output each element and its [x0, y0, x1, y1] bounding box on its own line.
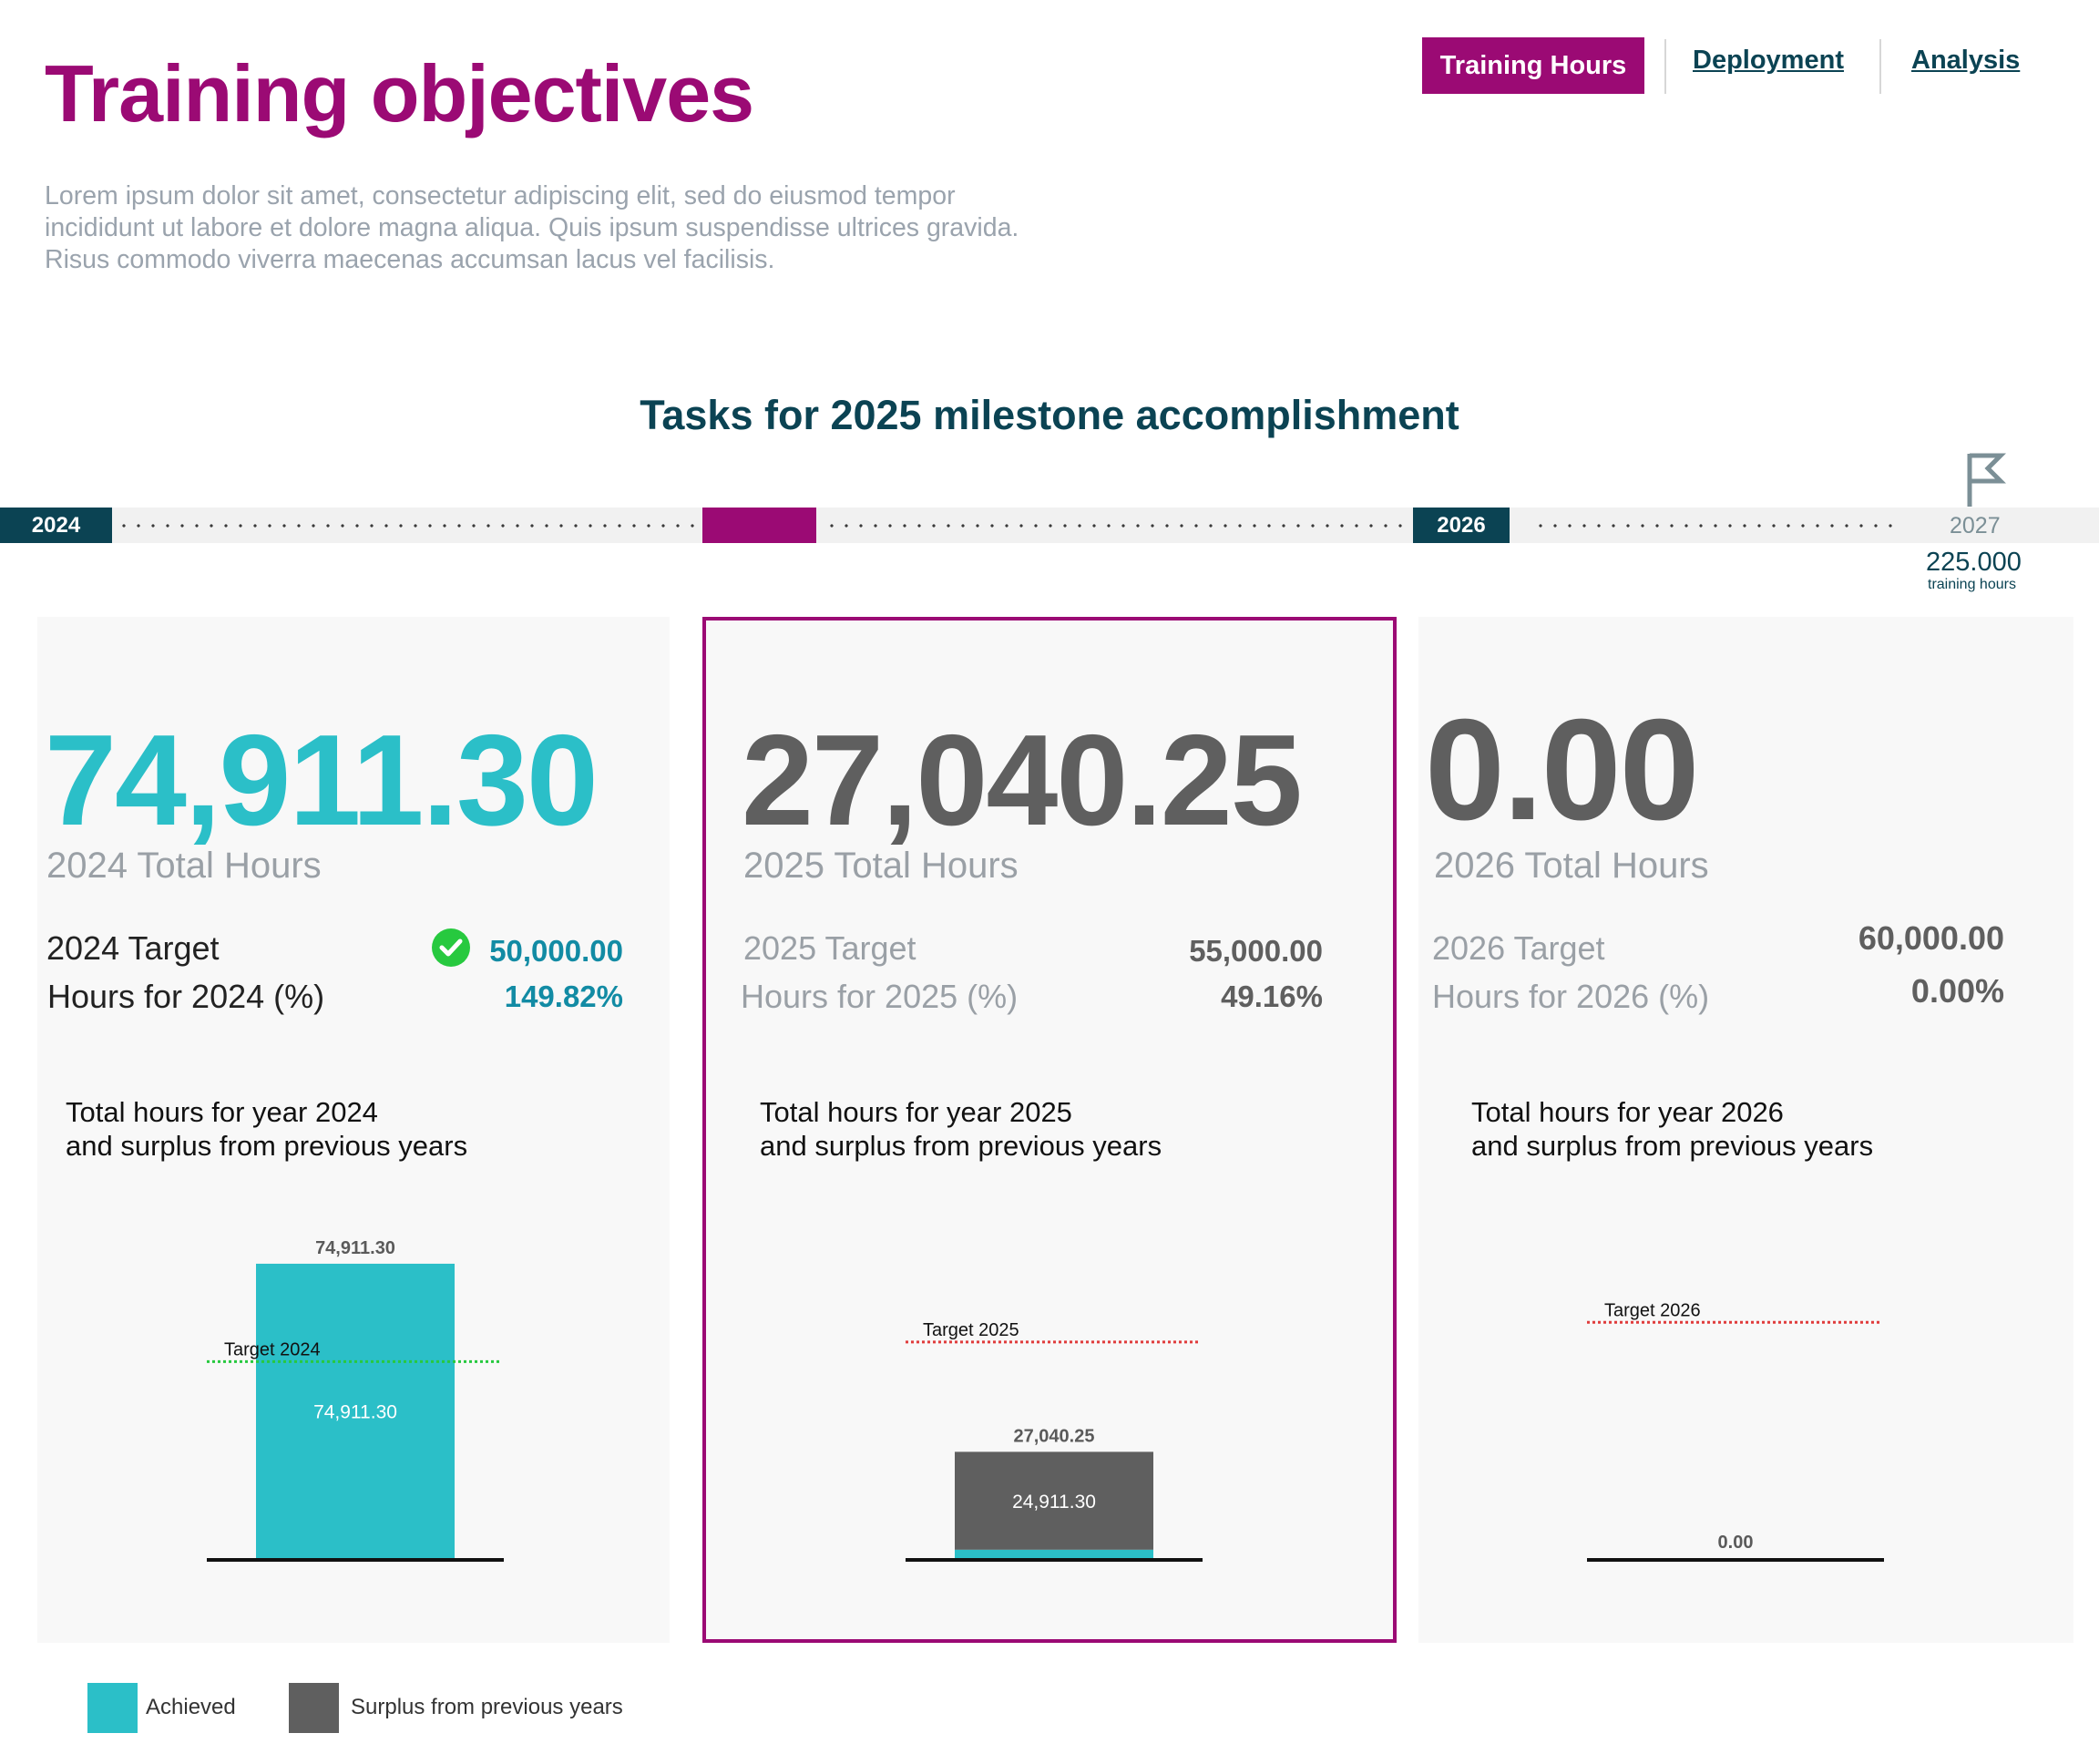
target-label: Target 2026	[1604, 1300, 1701, 1320]
tab-analysis[interactable]: Analysis	[1911, 46, 2021, 75]
timeline-end-year: 2027	[1950, 513, 2001, 538]
card-2025-target-value: 55,000.00	[1189, 934, 1323, 968]
chart-title-line: and surplus from previous years	[66, 1130, 468, 1162]
card-2024-pct-label: Hours for 2024 (%)	[47, 978, 325, 1015]
bar-value-label: 24,911.30	[1012, 1492, 1096, 1513]
card-2025-total-label: 2025 Total Hours	[743, 846, 1019, 886]
card-2025-chart: 24,911.30 27,040.25 Target 2025	[906, 1320, 1203, 1562]
nav-divider	[1879, 39, 1881, 94]
card-2026-total-value: 0.00	[1425, 690, 1700, 850]
target-label: Target 2025	[923, 1320, 1019, 1340]
bar-total-label: 27,040.25	[1014, 1426, 1095, 1446]
card-2024-chart: 74,911.30 74,911.30 Target 2024	[207, 1238, 504, 1562]
chart-title-line: and surplus from previous years	[760, 1130, 1162, 1162]
card-2024-pct-value: 149.82%	[504, 979, 623, 1013]
nav-divider	[1664, 39, 1666, 94]
timeline-year-current[interactable]	[702, 508, 816, 543]
bar-surplus-from-previous-years	[955, 1451, 1153, 1550]
goal-label: training hours	[1928, 577, 2016, 592]
chart-title-line: Total hours for year 2025	[760, 1096, 1072, 1128]
page-description: Lorem ipsum dolor sit amet, consectetur …	[45, 180, 1092, 276]
card-2024-target-value: 50,000.00	[489, 934, 623, 968]
card-2026-target-label: 2026 Target	[1432, 929, 1605, 967]
legend-swatch-surplus	[289, 1683, 339, 1733]
bar-total-label: 74,911.30	[315, 1238, 395, 1258]
target-label: Target 2024	[224, 1339, 321, 1359]
description-line: Lorem ipsum dolor sit amet, consectetur …	[45, 181, 956, 210]
tab-training-hours[interactable]: Training Hours	[1422, 37, 1644, 94]
card-2026-pct-label: Hours for 2026 (%)	[1432, 978, 1710, 1015]
chart-title-line: and surplus from previous years	[1471, 1130, 1874, 1162]
timeline-year-2024[interactable]: 2024	[0, 508, 112, 543]
bar-total-label: 0.00	[1718, 1533, 1754, 1553]
legend-label-surplus: Surplus from previous years	[351, 1695, 623, 1719]
bar-achieved	[955, 1549, 1153, 1558]
goal-value: 225.000	[1926, 548, 2022, 577]
card-2025-target-label: 2025 Target	[743, 929, 916, 967]
card-2026-chart: 0.00 Target 2026	[1587, 1300, 1884, 1562]
legend-swatch-achieved	[87, 1683, 138, 1733]
timeline-title: Tasks for 2025 milestone accomplishment	[640, 392, 1459, 438]
timeline-dots	[117, 524, 700, 528]
card-2025-pct-value: 49.16%	[1221, 979, 1323, 1013]
card-2026-pct-value: 0.00%	[1910, 972, 2004, 1010]
card-2026[interactable]	[1418, 617, 2073, 1643]
timeline-dots	[824, 524, 1408, 528]
flag-icon	[1967, 453, 2006, 507]
card-2025-chart-title: Total hours for year 2025 and surplus fr…	[760, 1095, 1162, 1163]
card-2026-chart-title: Total hours for year 2026 and surplus fr…	[1471, 1095, 1873, 1163]
chart-title-line: Total hours for year 2024	[66, 1096, 378, 1128]
check-circle-icon	[432, 928, 470, 967]
description-line: Risus commodo viverra maecenas accumsan …	[45, 245, 775, 274]
description-line: incididunt ut labore et dolore magna ali…	[45, 213, 1019, 242]
card-2024-total-value: 74,911.30	[45, 708, 599, 853]
chart-title-line: Total hours for year 2026	[1471, 1096, 1784, 1128]
card-2024-chart-title: Total hours for year 2024 and surplus fr…	[66, 1095, 467, 1163]
bar-value-label: 74,911.30	[313, 1401, 397, 1422]
card-2024-target-label: 2024 Target	[46, 929, 220, 967]
card-2025-pct-label: Hours for 2025 (%)	[741, 978, 1019, 1015]
page-title: Training objectives	[45, 48, 754, 138]
card-2026-total-label: 2026 Total Hours	[1434, 846, 1709, 886]
bar-achieved	[256, 1263, 455, 1558]
timeline-year-2026[interactable]: 2026	[1413, 508, 1510, 543]
legend-label-achieved: Achieved	[146, 1695, 236, 1719]
card-2025-total-value: 27,040.25	[742, 708, 1303, 853]
card-2026-target-value: 60,000.00	[1858, 919, 2004, 957]
tab-deployment[interactable]: Deployment	[1693, 46, 1844, 75]
timeline-dots	[1533, 524, 1898, 528]
card-2024-total-label: 2024 Total Hours	[46, 846, 322, 886]
